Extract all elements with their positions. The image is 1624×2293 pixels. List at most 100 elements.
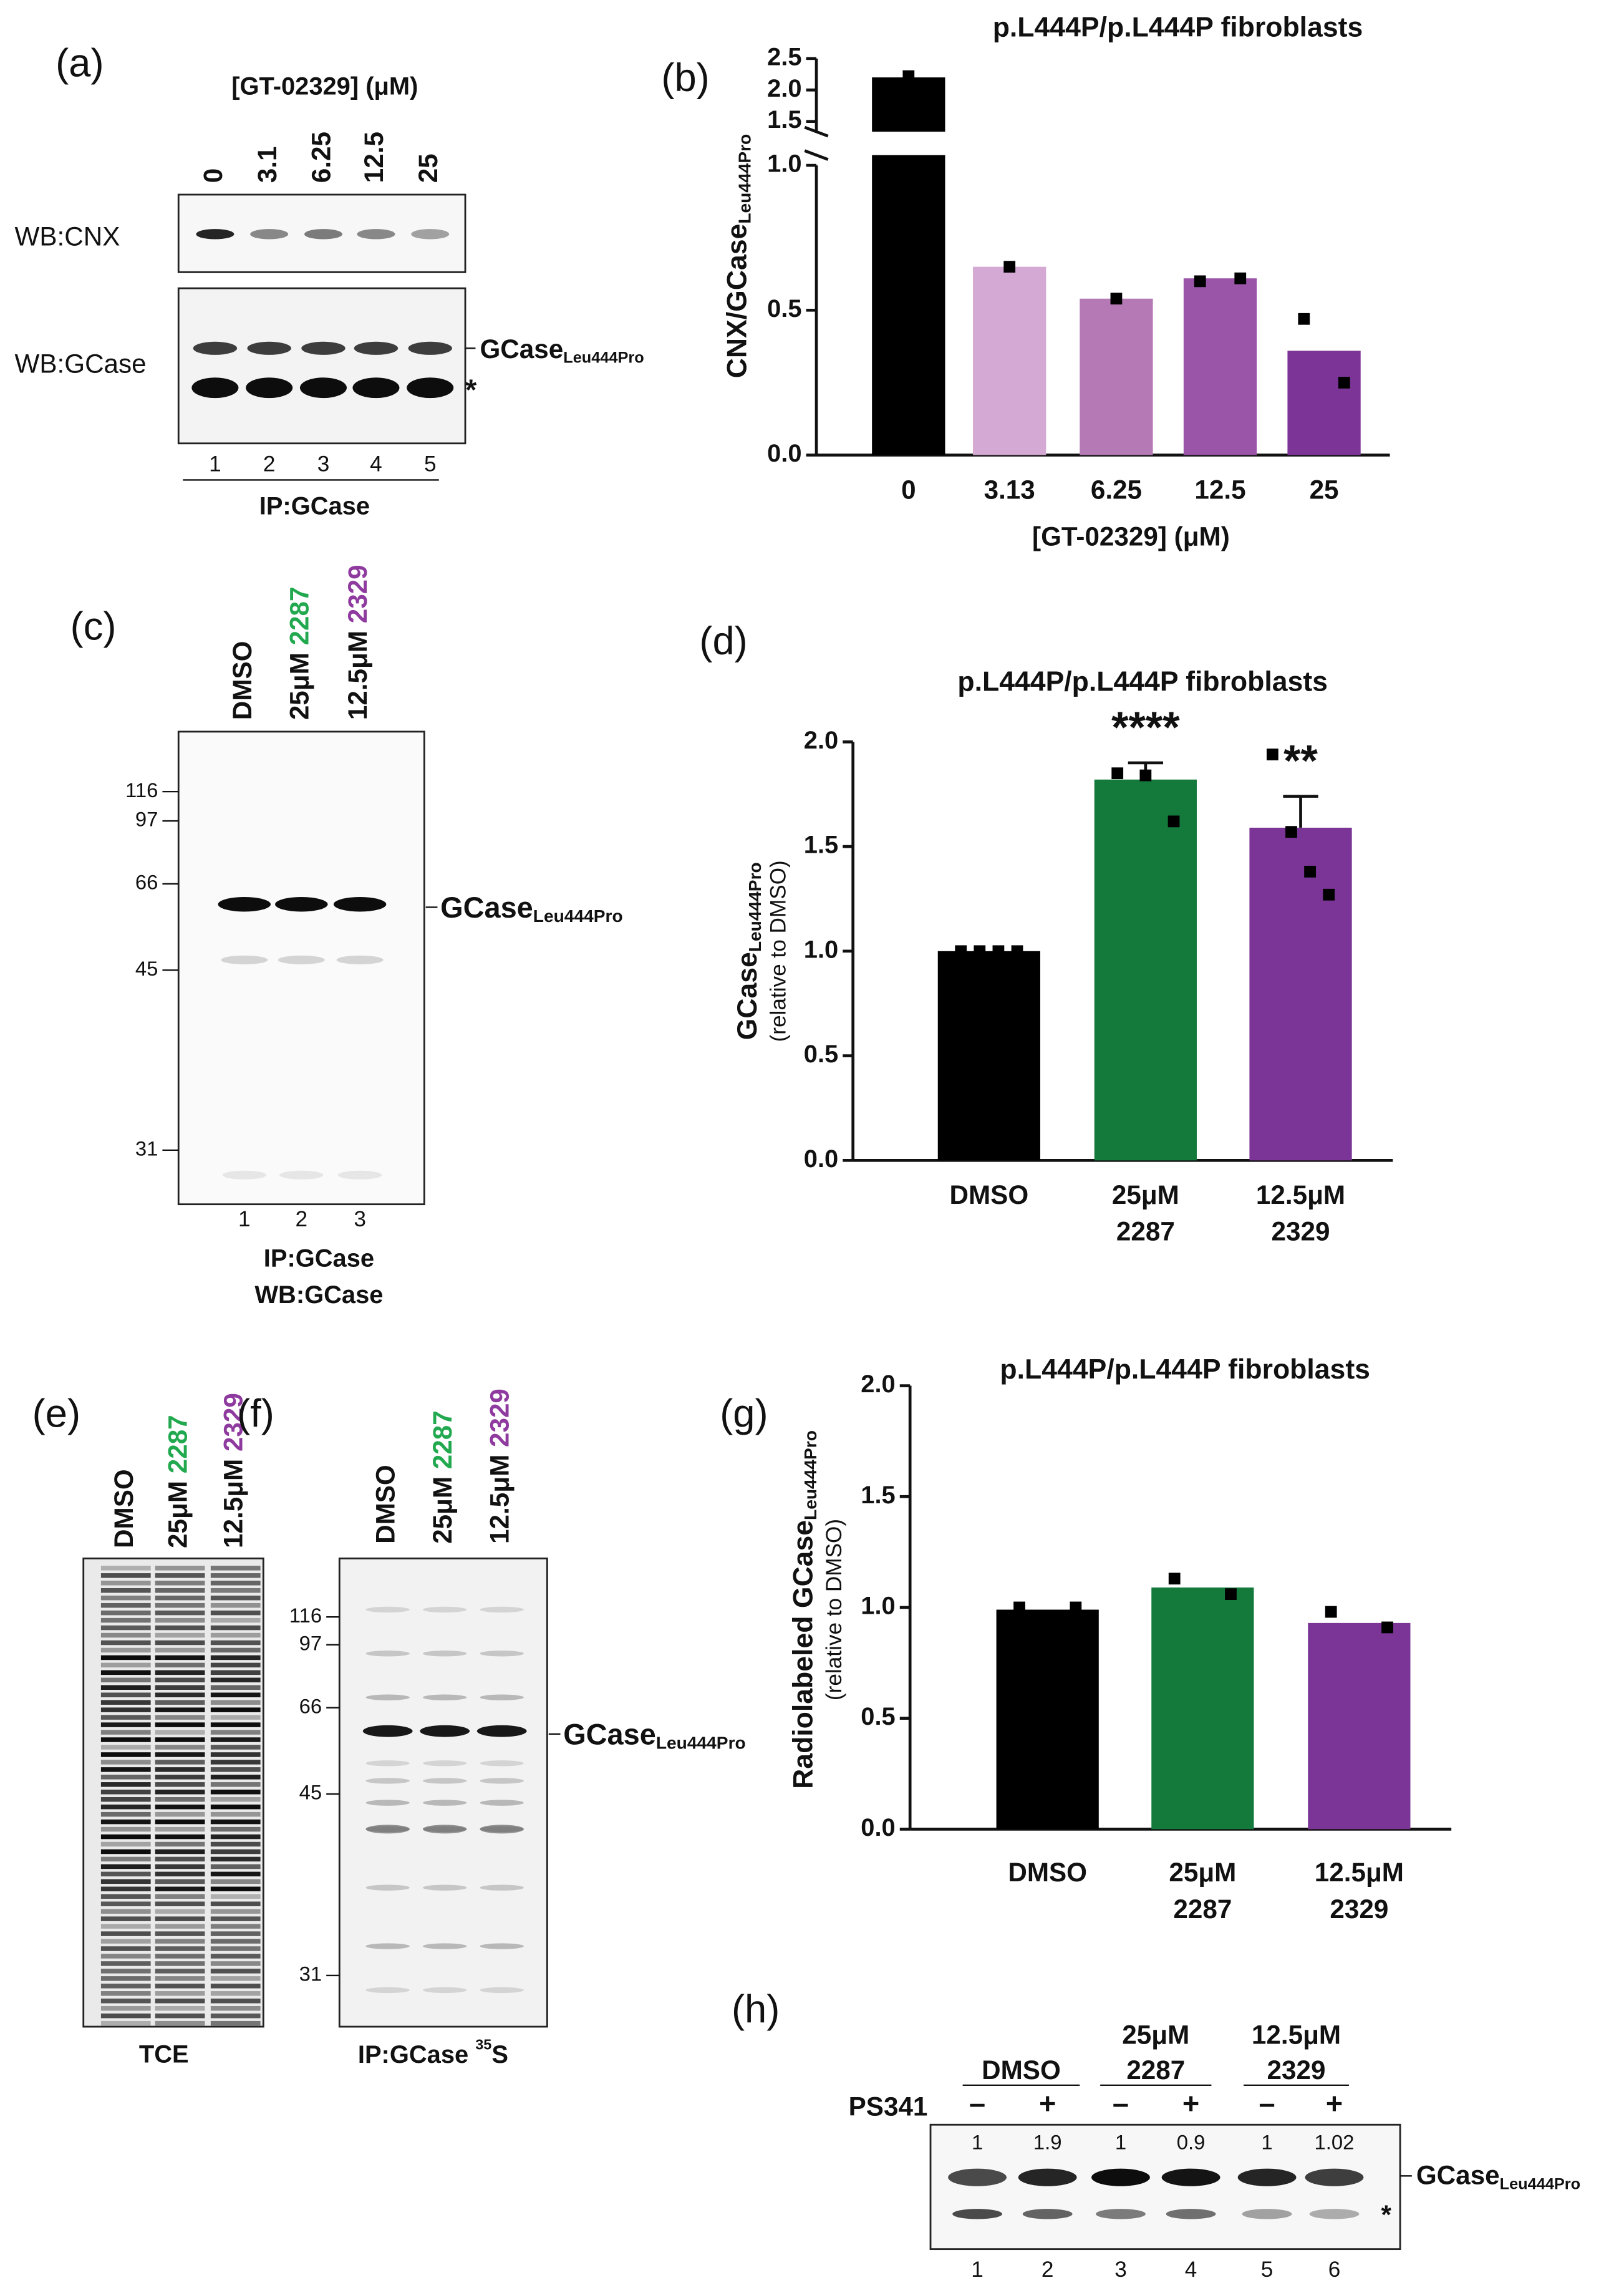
blot-band <box>354 341 399 355</box>
y-tick-label: 1.0 <box>767 150 801 178</box>
lane-stripe <box>210 1566 261 1571</box>
lane-stripe <box>100 1655 151 1660</box>
blot-band <box>362 1725 413 1737</box>
blot-band <box>247 341 291 355</box>
lane-header: DMSO <box>109 1469 138 1548</box>
label-main: Radiolabeled GCase <box>788 1520 818 1789</box>
lane-header: 3.1 <box>253 147 282 183</box>
y-tick-label: 1.0 <box>861 1592 895 1619</box>
lane-stripe <box>210 1909 261 1914</box>
lane-stripe <box>100 1581 151 1586</box>
y-tick-label: 0.5 <box>804 1040 838 1068</box>
mw-marker: 116 <box>289 1604 322 1627</box>
blot-band <box>480 1606 524 1613</box>
lane-header: 25μM 2287 <box>284 587 314 720</box>
lane-stripe <box>100 1692 151 1697</box>
lane-stripe <box>210 1991 261 1996</box>
x-tick-label: 12.5μM <box>1315 1858 1404 1887</box>
lane-stripe <box>210 1573 261 1578</box>
lane-stripe <box>100 1984 151 1989</box>
y-tick-label: 2.0 <box>861 1370 895 1398</box>
data-point <box>1266 749 1278 760</box>
lane-stripe <box>210 1901 261 1906</box>
blot-band <box>357 229 395 240</box>
x-tick-label: 25μM <box>1169 1858 1236 1887</box>
blot-band <box>301 341 346 355</box>
lane-stripe <box>155 1655 205 1660</box>
lane-stripe <box>155 1946 205 1951</box>
lane-stripe <box>100 1864 151 1869</box>
lane-dose: DMSO <box>371 1465 400 1544</box>
blot-band <box>336 955 384 964</box>
lane-stripe <box>210 1715 261 1720</box>
lane-stripe <box>100 1782 151 1787</box>
group-dose: DMSO <box>982 2055 1061 2085</box>
lane-stripe <box>210 1610 261 1616</box>
x-tick-sublabel: 2329 <box>1272 1217 1330 1246</box>
label-subscript: Leu444Pro <box>745 862 765 952</box>
lane-stripe <box>100 1790 151 1795</box>
label-main: GCase <box>440 892 533 924</box>
lane-stripe <box>155 1647 205 1653</box>
lane-stripe <box>210 1602 261 1608</box>
lane-stripe <box>155 2005 205 2011</box>
y-axis-label: Radiolabeled GCaseLeu444Pro <box>788 1430 820 1789</box>
lane-stripe <box>155 1595 205 1601</box>
lane-stripe <box>155 1625 205 1631</box>
lane-dose: 25μM <box>428 1476 457 1544</box>
lane-stripe <box>155 1685 205 1690</box>
lane-stripe <box>155 1886 205 1892</box>
data-point <box>1013 1601 1025 1614</box>
lane-stripe <box>210 1796 261 1802</box>
x-tick-label: DMSO <box>1008 1858 1087 1887</box>
band-label: GCaseLeu444Pro <box>480 334 644 366</box>
lane-header: 25μM 2287 <box>428 1410 457 1544</box>
y-tick-label: 2.5 <box>767 43 801 70</box>
treatment-sign: + <box>1326 2087 1343 2120</box>
blot-band <box>218 897 271 912</box>
blot-band <box>952 2209 1002 2219</box>
lane-stripe <box>155 1819 205 1825</box>
lane-stripe <box>210 1662 261 1668</box>
significance: **** <box>1111 702 1180 752</box>
lane-stripe <box>100 1871 151 1877</box>
lane-stripe <box>155 1730 205 1735</box>
blot-band <box>365 1825 410 1834</box>
lane-stripe <box>155 1924 205 1929</box>
y-tick-label: 0.0 <box>804 1145 838 1173</box>
lane-stripe <box>210 1685 261 1690</box>
lane-stripe <box>155 1969 205 1974</box>
lane-stripe <box>210 1588 261 1593</box>
lane-stripe <box>100 1588 151 1593</box>
lane-stripe <box>155 1826 205 1832</box>
lane-stripe <box>100 1976 151 1981</box>
lane-stripe <box>100 1670 151 1675</box>
y-tick-label: 0.5 <box>767 295 801 322</box>
bar <box>1151 1587 1254 1830</box>
lane-stripe <box>100 1685 151 1690</box>
lane-dose: 12.5μM <box>343 631 372 720</box>
lane-stripe <box>210 1722 261 1727</box>
y-tick-label: 0.0 <box>861 1814 895 1841</box>
blot-band <box>365 1760 410 1767</box>
lane-dose: 12.5μM <box>485 1455 515 1544</box>
lane-dose: 25μM <box>284 652 314 720</box>
lane-stripe <box>155 1999 205 2004</box>
lane-stripe <box>100 1715 151 1720</box>
lane-stripe <box>155 1909 205 1914</box>
blot-band <box>411 229 450 240</box>
lane-header: 12.5μM 2329 <box>485 1389 515 1544</box>
data-point <box>1225 1588 1237 1601</box>
blot-band <box>422 1884 467 1891</box>
lane-stripe <box>100 1573 151 1578</box>
lane-header: DMSO <box>228 641 257 720</box>
mw-marker: 97 <box>299 1631 322 1654</box>
lane-stripe <box>210 1632 261 1638</box>
lane-stripe <box>100 2005 151 2011</box>
blot-frame <box>929 2123 1401 2251</box>
panel-label: (e) <box>32 1392 80 1436</box>
lane-stripe <box>100 1625 151 1631</box>
lane-stripe <box>155 1610 205 1616</box>
lane-stripe <box>210 2013 261 2019</box>
blot-band <box>333 897 387 912</box>
